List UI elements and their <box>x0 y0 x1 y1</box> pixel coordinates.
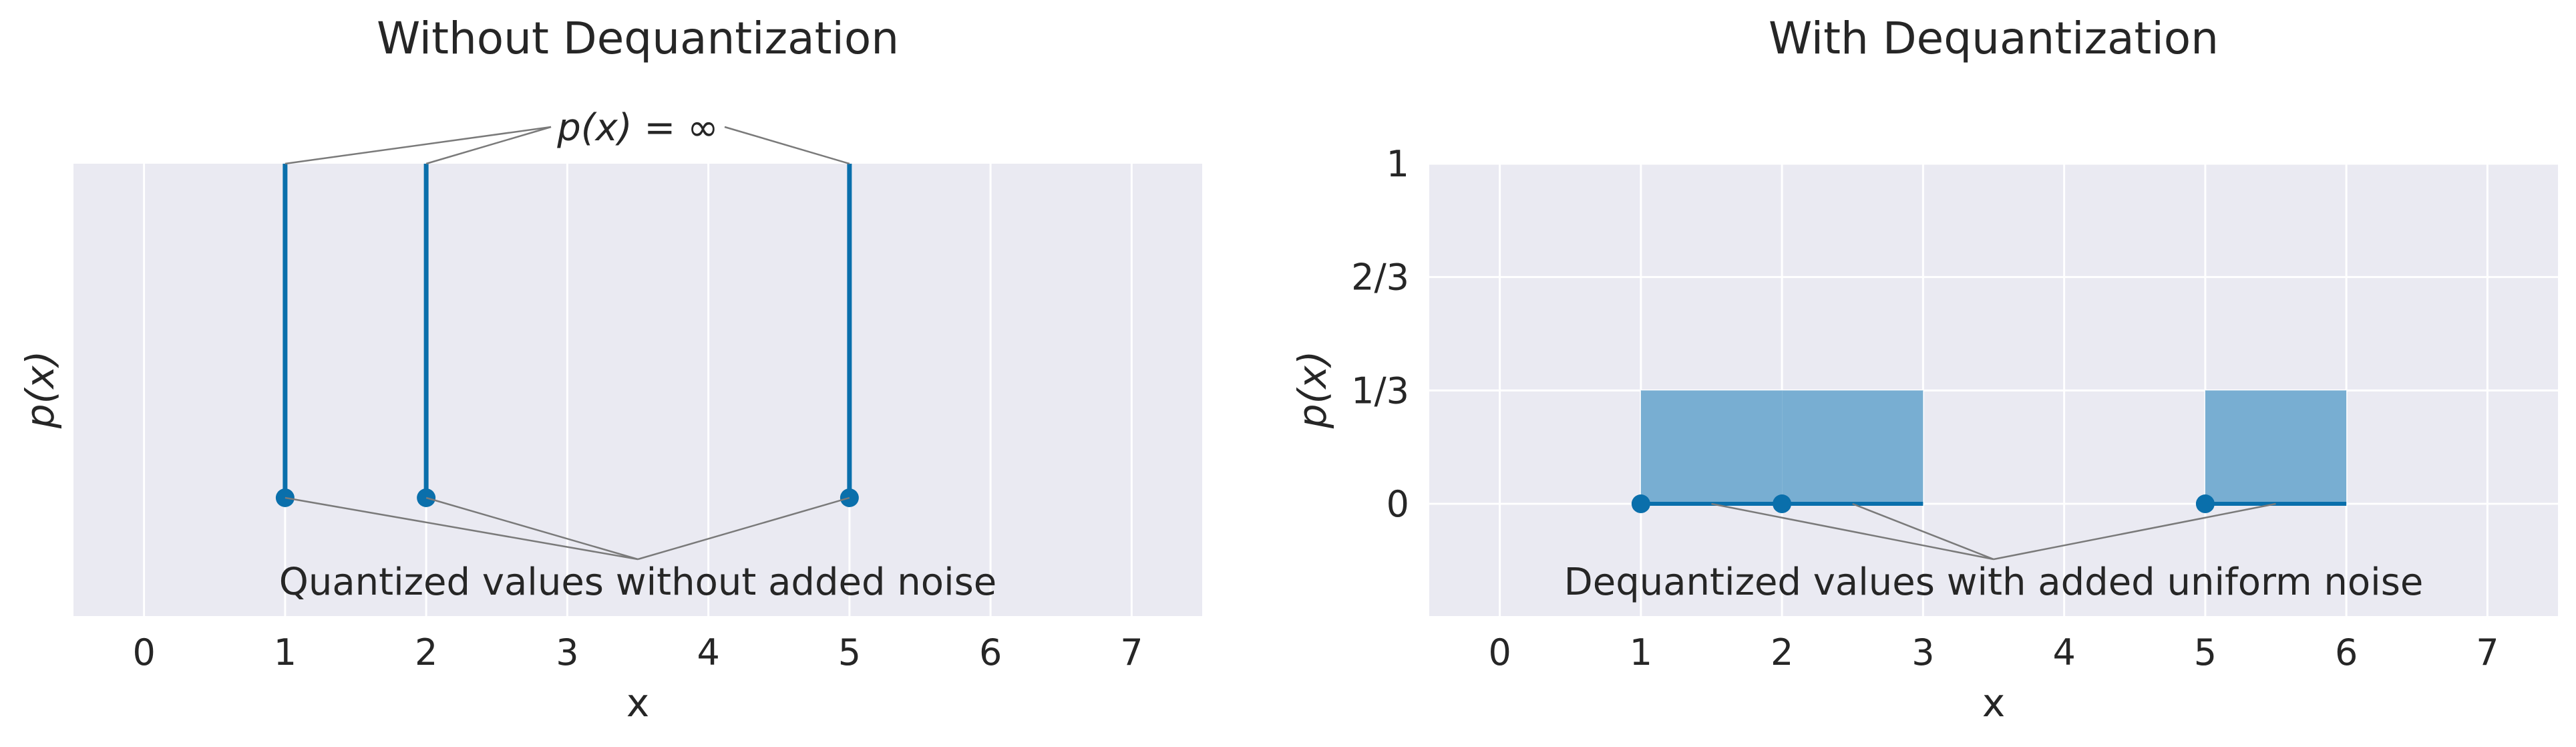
x-tick-label: 4 <box>2052 631 2075 674</box>
y-tick-label: 1 <box>1387 143 1409 185</box>
annotation-infinity: p(x) = ∞ <box>556 106 719 150</box>
x-tick-label: 0 <box>1488 631 1511 674</box>
x-axis-label-left: x <box>626 680 649 726</box>
y-axis-label-right: p(x) <box>1290 351 1335 429</box>
annotation-quantized: Quantized values without added noise <box>279 561 997 604</box>
y-tick-label: 2/3 <box>1351 257 1409 299</box>
quantized-point <box>2195 494 2215 514</box>
chart-title-left: Without Dequantization <box>377 13 899 64</box>
chart-title-right: With Dequantization <box>1769 13 2219 64</box>
stems-left <box>275 164 859 507</box>
leader-line-bottom <box>425 496 638 561</box>
x-tick-label: 7 <box>2476 631 2499 674</box>
leader-line-bottom <box>285 496 638 561</box>
x-tick-labels-right: 0 1 2 3 4 5 6 7 <box>1488 631 2499 674</box>
annotation-leaders-right <box>1711 502 2276 561</box>
x-tick-label: 1 <box>274 631 297 674</box>
x-tick-labels-left: 0 1 2 3 4 5 6 7 <box>132 631 1143 674</box>
annotation-leaders-left <box>285 126 850 561</box>
panel-without-dequantization: 0 1 2 3 4 5 6 7 Without Dequantization x p(x) p… <box>17 13 1202 726</box>
x-tick-label: 5 <box>838 631 861 674</box>
y-tick-labels-right: 0 1/3 2/3 1 <box>1351 143 1409 525</box>
plot-area-left <box>73 164 1202 616</box>
x-tick-label: 3 <box>556 631 578 674</box>
leader-line-bottom <box>1852 502 1994 561</box>
x-tick-label: 6 <box>2335 631 2358 674</box>
x-tick-label: 5 <box>2194 631 2217 674</box>
x-tick-label: 1 <box>1630 631 1652 674</box>
x-tick-label: 0 <box>132 631 155 674</box>
uniform-density-bar <box>1640 390 1783 504</box>
leader-line-top <box>724 126 850 165</box>
quantized-point <box>1631 494 1650 514</box>
leader-line-bottom <box>1993 502 2276 561</box>
x-axis-label-right: x <box>1982 680 2005 726</box>
leader-line-bottom <box>1711 502 1994 561</box>
annotation-dequantized: Dequantized values with added uniform no… <box>1564 561 2424 604</box>
uniform-density-bar <box>2205 390 2347 504</box>
x-tick-label: 2 <box>415 631 437 674</box>
x-tick-label: 6 <box>979 631 1002 674</box>
x-tick-label: 2 <box>1771 631 1793 674</box>
gridlines-right <box>1429 162 2558 616</box>
leader-line-top <box>425 126 552 165</box>
x-tick-label: 3 <box>1911 631 1934 674</box>
leader-line-bottom <box>637 496 850 561</box>
x-tick-label: 4 <box>697 631 719 674</box>
y-tick-label: 0 <box>1387 483 1409 525</box>
y-tick-label: 1/3 <box>1351 369 1409 412</box>
y-axis-label-left: p(x) <box>17 351 63 429</box>
x-tick-label: 7 <box>1120 631 1143 674</box>
uniform-density-bar <box>1782 390 1923 504</box>
leader-line-top <box>285 126 552 165</box>
uniform-bars-right <box>1631 390 2347 514</box>
quantized-point <box>1773 494 1792 514</box>
